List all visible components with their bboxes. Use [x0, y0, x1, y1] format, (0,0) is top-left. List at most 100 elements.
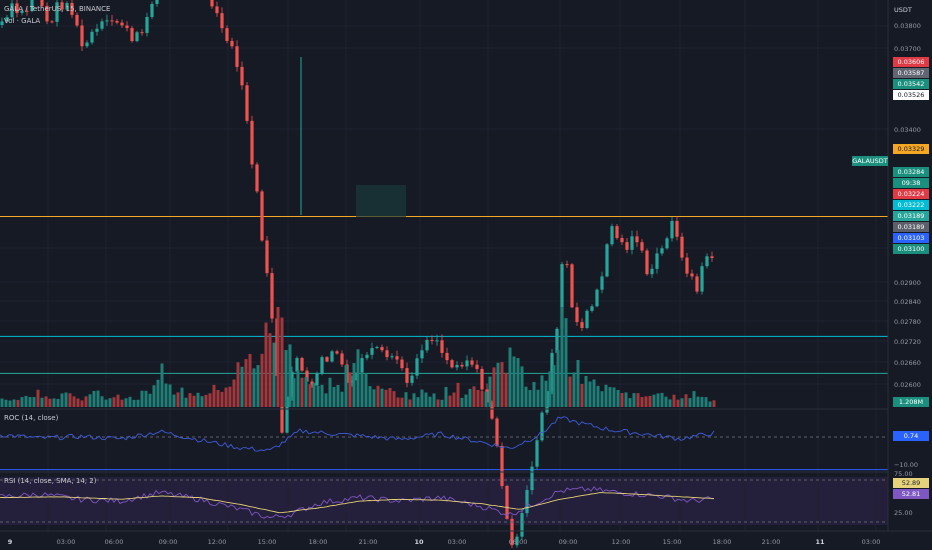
rsi-legend[interactable]: RSI (14, close, SMA, 14, 2) — [4, 477, 97, 485]
candle-body — [620, 238, 624, 243]
candle-body — [55, 2, 59, 22]
roc-axis-tick: −10.00 — [894, 461, 919, 469]
volume-bar — [556, 350, 560, 407]
volume-bar — [228, 386, 232, 407]
volume-bar — [432, 393, 436, 407]
candle-body — [315, 373, 319, 386]
volume-bar — [580, 383, 584, 407]
volume-bar — [260, 353, 264, 407]
candle-body — [675, 220, 679, 237]
volume-bar — [312, 382, 316, 407]
volume-bar — [548, 371, 552, 407]
volume-bar — [396, 397, 400, 407]
volume-bar — [440, 399, 444, 407]
volume-bar — [196, 392, 200, 407]
price-label: 0.03222 — [893, 200, 929, 210]
volume-bar — [232, 379, 236, 407]
candle-body — [510, 518, 514, 546]
volume-bar — [668, 399, 672, 407]
candle-body — [590, 306, 594, 311]
volume-bar — [628, 398, 632, 407]
candle-body — [705, 256, 709, 267]
time-label: 21:00 — [358, 538, 378, 546]
candle-body — [70, 3, 74, 15]
candle-body — [105, 20, 109, 22]
volume-bar — [468, 388, 472, 407]
currency-label[interactable]: USDT — [894, 6, 912, 14]
candle-body — [695, 276, 699, 292]
volume-bar — [476, 389, 480, 407]
volume-bar — [268, 333, 272, 407]
time-label: 9 — [7, 538, 13, 546]
volume-bar — [276, 307, 280, 407]
volume-bar — [588, 381, 592, 407]
volume-bar — [144, 390, 148, 407]
candle-body — [65, 3, 69, 10]
volume-bar — [708, 401, 712, 407]
volume-bar — [596, 385, 600, 407]
volume-bar — [536, 389, 540, 407]
candle-body — [100, 21, 104, 29]
volume-bar — [392, 391, 396, 407]
volume-bar — [452, 392, 456, 407]
volume-bar — [692, 391, 696, 407]
time-label: 09:00 — [158, 538, 178, 546]
volume-bar — [120, 399, 124, 407]
price-tick: 0.02840 — [894, 298, 921, 306]
candle-body — [550, 352, 554, 392]
volume-bar — [136, 399, 140, 407]
price-tick: 0.02660 — [894, 359, 921, 367]
volume-bar — [84, 396, 88, 407]
volume-bar — [204, 394, 208, 407]
candle-body — [80, 25, 84, 47]
volume-bar — [132, 399, 136, 407]
symbol-legend[interactable]: GALA / TetherUS, 15, BINANCE — [4, 5, 111, 13]
volume-bar — [408, 399, 412, 407]
candle-body — [480, 368, 484, 390]
volume-bar — [76, 398, 80, 407]
candle-body — [370, 348, 374, 355]
volume-bar — [60, 393, 64, 407]
rsi-sma-line — [0, 492, 715, 514]
price-tick: 0.02900 — [894, 279, 921, 287]
candle-body — [245, 85, 249, 121]
rsi-sma-value-label: 52.89 — [893, 478, 929, 488]
volume-bar — [492, 367, 496, 407]
horizontal-lines[interactable] — [0, 0, 888, 471]
volume-bar — [200, 396, 204, 407]
candle-body — [640, 242, 644, 251]
volume-bar — [460, 397, 464, 407]
candle-body — [340, 353, 344, 365]
candle-body — [680, 236, 684, 258]
volume-bar — [420, 389, 424, 407]
highlight-zone[interactable] — [356, 185, 406, 217]
price-label: 0.03606 — [893, 57, 929, 67]
candle-body — [60, 2, 64, 10]
volume-bar — [576, 360, 580, 407]
candle-body — [255, 164, 259, 192]
roc-legend[interactable]: ROC (14, close) — [4, 414, 59, 422]
candle-body — [470, 360, 474, 365]
volume-bar — [372, 389, 376, 407]
volume-bar — [436, 399, 440, 407]
candle-body — [40, 0, 44, 6]
price-tick: 0.03800 — [894, 22, 921, 30]
volume-bar — [16, 399, 20, 407]
candle-body — [565, 264, 569, 266]
candle-body — [500, 445, 504, 486]
volume-bar — [96, 390, 100, 407]
price-tick: 0.02780 — [894, 318, 921, 326]
volume-bar — [308, 384, 312, 407]
candle-body — [260, 191, 264, 241]
candle-body — [405, 368, 409, 383]
candle-body — [600, 276, 604, 290]
volume-bar — [592, 379, 596, 407]
volume-bar — [108, 398, 112, 407]
candle-body — [25, 10, 29, 12]
candle-body — [360, 358, 364, 373]
candle-body — [230, 40, 234, 47]
volume-legend[interactable]: Vol · GALA — [4, 17, 41, 25]
candle-body — [440, 340, 444, 353]
